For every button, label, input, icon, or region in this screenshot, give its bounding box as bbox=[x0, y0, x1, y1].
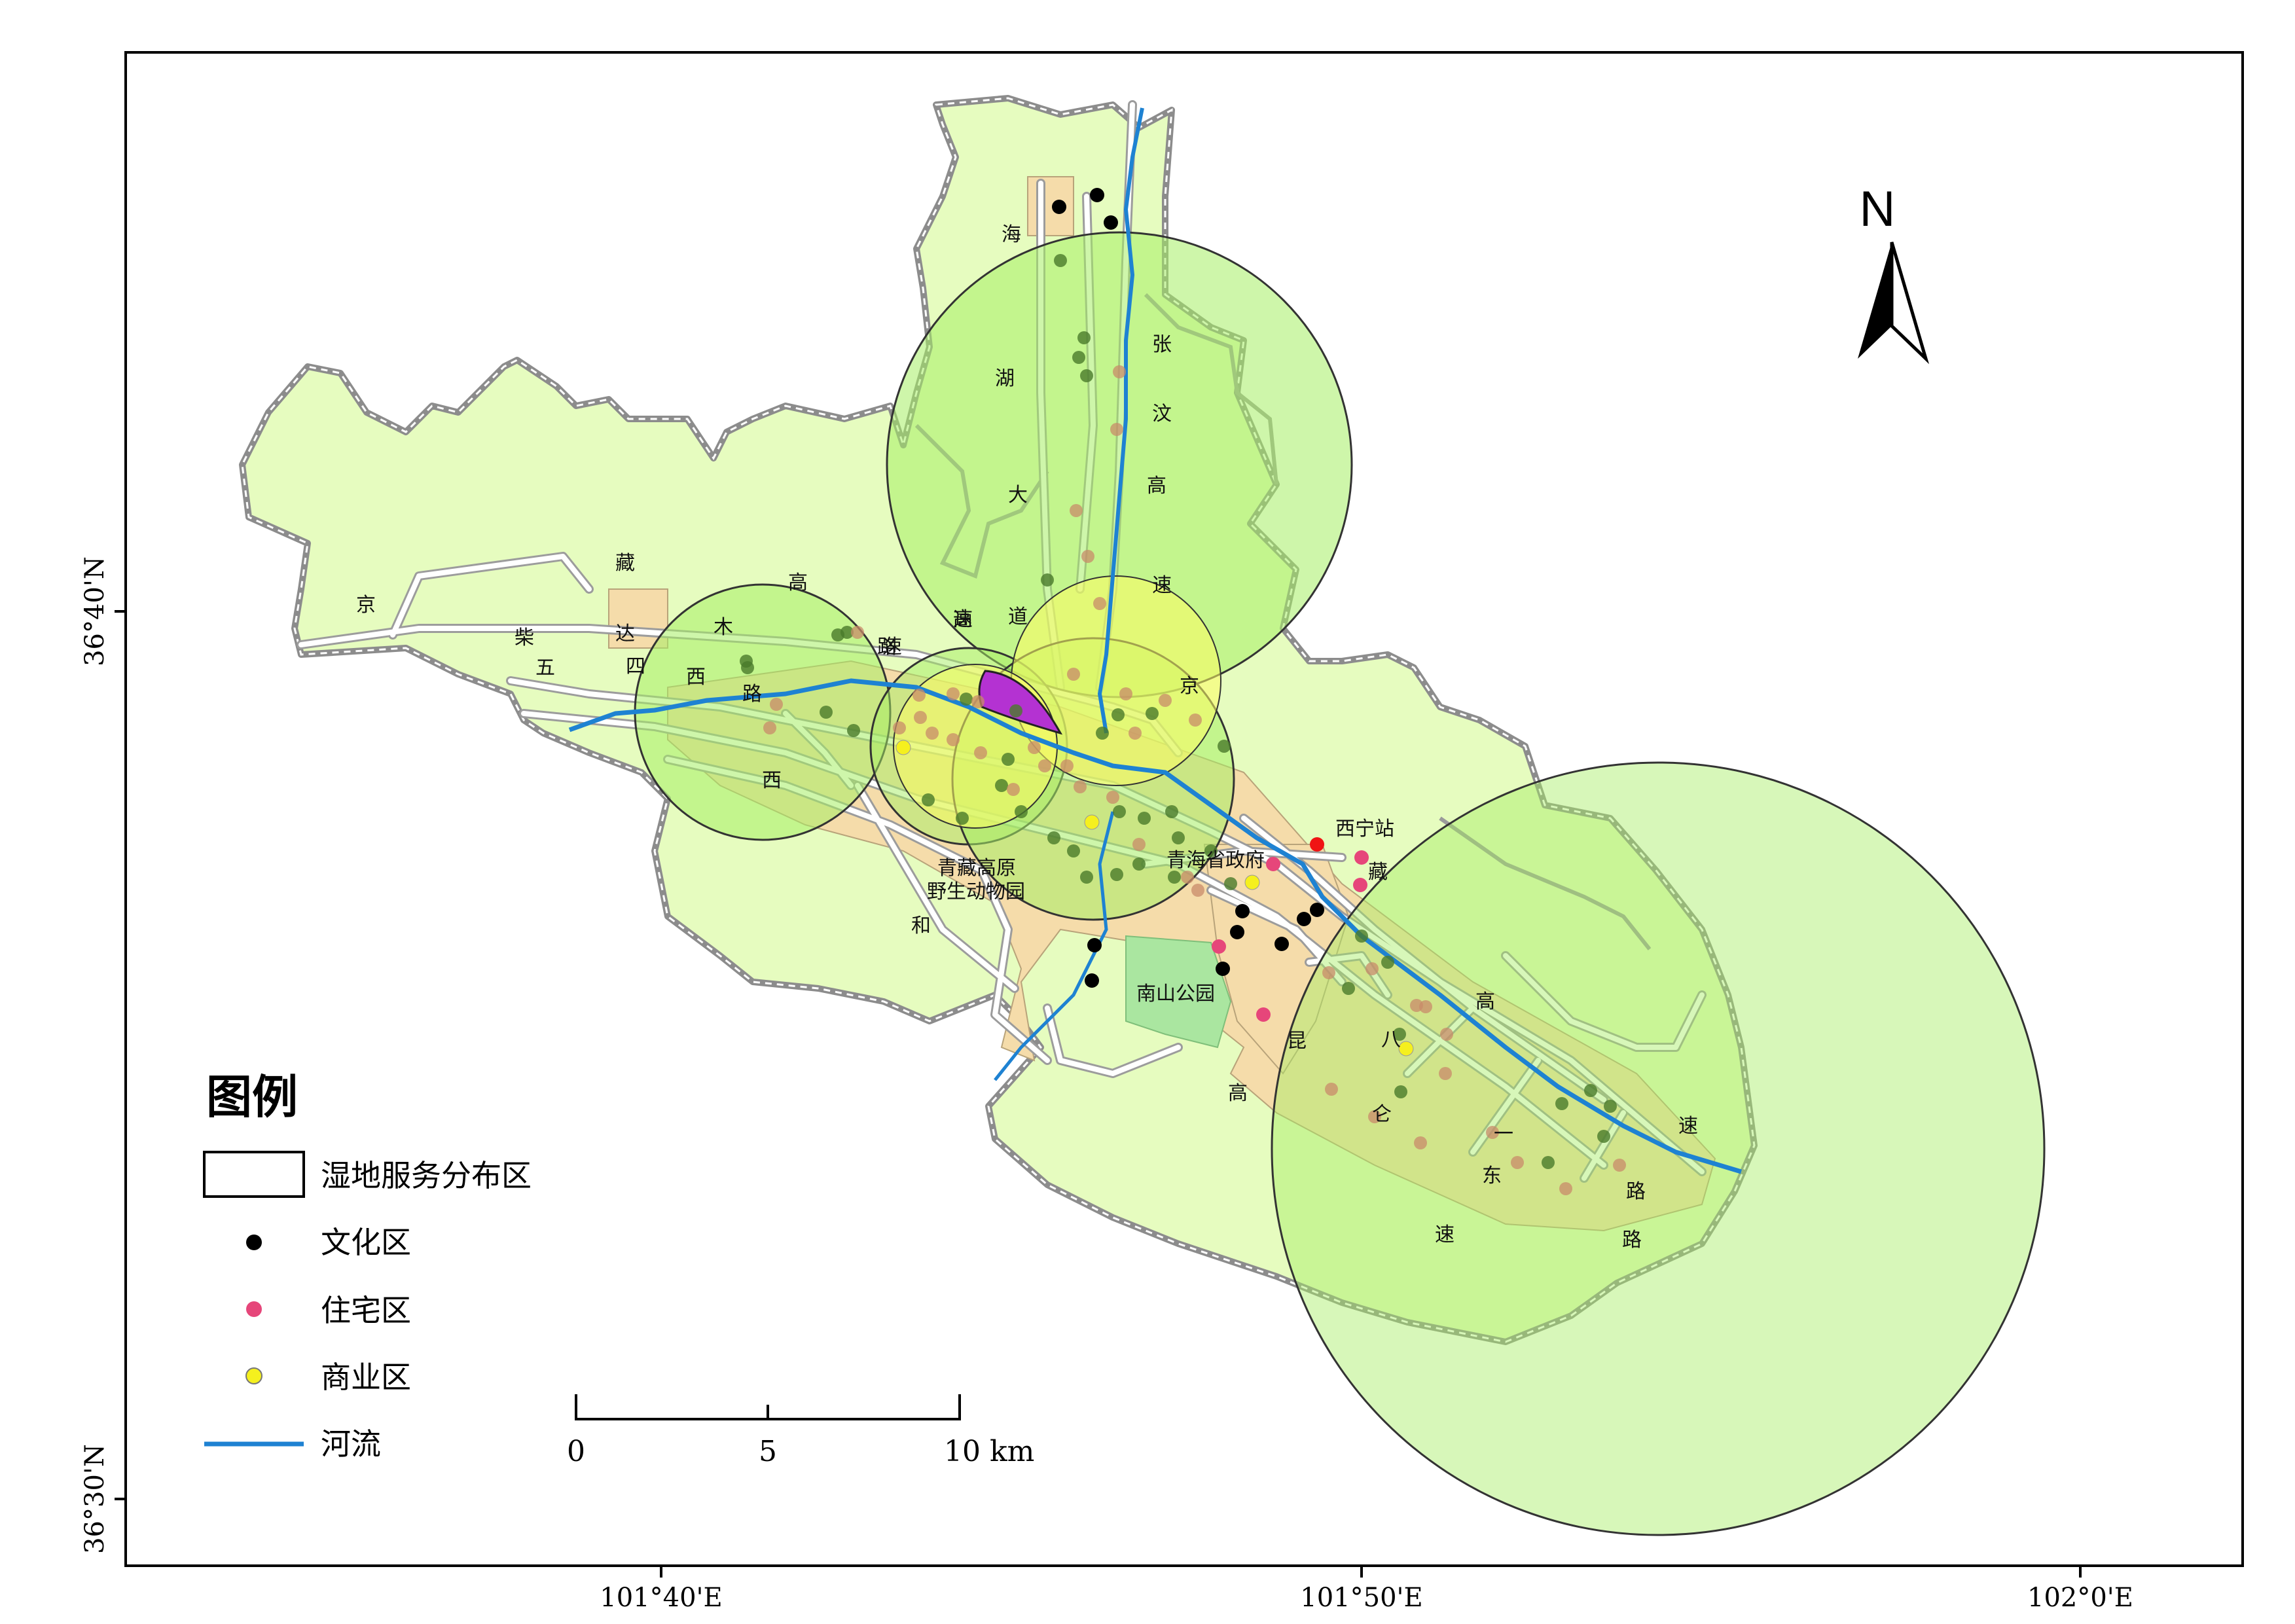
legend-symbol-yellow-dot bbox=[245, 1367, 262, 1384]
river-branch-south bbox=[994, 811, 1115, 1081]
legend-label: 商业区 bbox=[321, 1360, 411, 1395]
buffer-circle-east bbox=[1271, 761, 2046, 1536]
legend-label: 湿地服务分布区 bbox=[321, 1158, 532, 1193]
road-char: 速 bbox=[953, 608, 973, 631]
road-char: 速 bbox=[1678, 1115, 1698, 1138]
label-provincial-gov: 青海省政府 bbox=[1166, 849, 1265, 872]
road-char: 海 bbox=[1002, 223, 1021, 246]
road-char: 达 bbox=[615, 623, 635, 645]
road-char: 张 bbox=[1152, 333, 1172, 356]
road-char: 高 bbox=[1228, 1082, 1248, 1105]
road-char: 一 bbox=[1494, 1123, 1513, 1146]
subdistrict-line bbox=[1439, 816, 1652, 950]
legend-title: 图例 bbox=[206, 1070, 298, 1124]
road-char: 京 bbox=[356, 594, 376, 617]
road-char: 昆 bbox=[1287, 1030, 1307, 1053]
road-char: 京 bbox=[1180, 675, 1199, 698]
road-char: 木 bbox=[714, 616, 733, 639]
north-arrow: N bbox=[1858, 181, 1930, 365]
road-name-labels: 海 湖 大 道 张 汶 高 速 京 藏 高 速 柴 达 木 高 速 路 京 五 … bbox=[356, 223, 1698, 1252]
scale-tick-5: 5 bbox=[759, 1435, 777, 1468]
legend-label: 河流 bbox=[321, 1426, 381, 1462]
lon-label-left: 101°40'E bbox=[600, 1583, 722, 1613]
road-char: 路 bbox=[742, 683, 762, 706]
road-char: 湖 bbox=[995, 367, 1015, 390]
road-char: 速 bbox=[1152, 574, 1172, 597]
legend-label: 住宅区 bbox=[321, 1293, 411, 1328]
legend-symbol-box bbox=[203, 1151, 305, 1198]
nanshan-park-area bbox=[1125, 935, 1232, 1049]
road-char: 和 bbox=[911, 914, 931, 937]
river bbox=[568, 678, 1743, 1174]
road-char: 速 bbox=[1435, 1223, 1455, 1246]
legend-symbol-black-dot bbox=[246, 1235, 262, 1250]
road-char: 道 bbox=[1008, 605, 1028, 628]
residential-points bbox=[1212, 850, 1369, 1022]
road-char: 八 bbox=[1381, 1028, 1401, 1051]
label-nanshan-park: 南山公园 bbox=[1136, 983, 1215, 1005]
road-char: 高 bbox=[1147, 475, 1166, 497]
lat-label-top: 36°40'N bbox=[80, 556, 110, 666]
road-char: 四 bbox=[626, 655, 645, 678]
road-char: 汶 bbox=[1152, 403, 1172, 425]
service-sample-dots bbox=[740, 254, 1626, 1195]
scale-tick-10: 10 km bbox=[944, 1435, 1034, 1468]
road-char: 西 bbox=[762, 769, 782, 792]
scale-tick-0: 0 bbox=[567, 1435, 585, 1468]
river-branch bbox=[1097, 107, 1144, 734]
road-char: 路 bbox=[1626, 1180, 1646, 1203]
buffer-zones bbox=[634, 231, 2046, 1536]
road-char: 高 bbox=[953, 608, 973, 631]
road-char: 东 bbox=[1482, 1164, 1502, 1187]
buffer-circle-west bbox=[634, 583, 892, 841]
road-char: 藏 bbox=[1368, 861, 1388, 884]
culture-points bbox=[1052, 188, 1324, 988]
north-arrow-icon bbox=[1858, 242, 1892, 359]
legend: 图例 湿地服务分布区 文化区 住宅区 商业区 河流 bbox=[203, 1070, 532, 1462]
road-char: 五 bbox=[535, 657, 555, 679]
road-char: 高 bbox=[1475, 990, 1495, 1013]
road-char: 西 bbox=[686, 666, 706, 689]
road-char: 藏 bbox=[615, 552, 635, 575]
road-char: 柴 bbox=[515, 626, 534, 649]
road-char: 路 bbox=[877, 636, 897, 659]
label-xining-station: 西宁站 bbox=[1335, 818, 1394, 840]
road-char: 高 bbox=[788, 571, 808, 594]
station-point bbox=[1310, 837, 1324, 852]
road-char: 大 bbox=[1008, 484, 1028, 507]
scale-bar: 0 5 10 km bbox=[567, 1394, 1034, 1468]
legend-label: 文化区 bbox=[321, 1225, 411, 1260]
lon-label-mid: 101°50'E bbox=[1300, 1583, 1422, 1613]
label-wildlife-park-2: 野生动物园 bbox=[927, 880, 1025, 903]
label-wildlife-park-1: 青藏高原 bbox=[937, 857, 1016, 880]
district-boundary-inner bbox=[241, 97, 1756, 1343]
lon-label-right: 102°0'E bbox=[2027, 1583, 2133, 1613]
road-char: 仑 bbox=[1372, 1103, 1392, 1126]
north-arrow-label: N bbox=[1860, 181, 1896, 237]
road-char: 路 bbox=[1622, 1229, 1642, 1252]
core-purple-zone bbox=[978, 670, 1063, 735]
lat-label-bottom: 36°30'N bbox=[80, 1444, 110, 1554]
road-char: 速 bbox=[882, 636, 902, 659]
legend-symbol-pink-dot bbox=[246, 1301, 262, 1317]
commercial-points bbox=[895, 740, 1414, 1056]
